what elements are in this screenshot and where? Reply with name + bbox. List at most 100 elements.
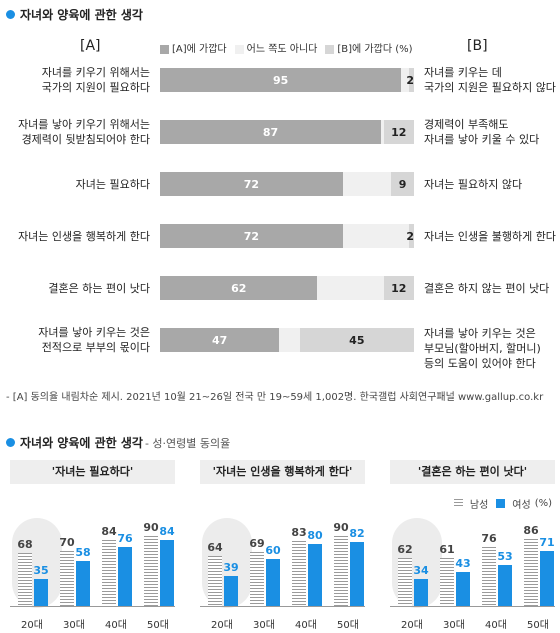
bar-label-b: 2 bbox=[406, 229, 414, 243]
female-value: 39 bbox=[223, 560, 239, 574]
row-b-text: 자녀는 필요하지 않다 bbox=[424, 177, 560, 192]
age-label: 20대 bbox=[401, 620, 423, 631]
row-b-line: 자녀는 인생을 불행하게 한다 bbox=[424, 229, 556, 243]
male-bar bbox=[60, 551, 74, 606]
male-value: 64 bbox=[207, 541, 223, 555]
female-value: 80 bbox=[307, 528, 323, 542]
row-a-text: 결혼은 하는 편이 낫다 bbox=[0, 281, 150, 296]
female-value: 58 bbox=[75, 545, 91, 559]
female-bar bbox=[34, 578, 48, 606]
legend-n-label: 어느 쪽도 아니다 bbox=[246, 44, 318, 55]
row-b-text: 자녀를 키우는 데 국가의 지원은 필요하지 않다 bbox=[424, 65, 560, 95]
legend-unit: (%) bbox=[395, 44, 413, 55]
female-bar bbox=[224, 575, 238, 606]
bar-label-a: 47 bbox=[212, 333, 228, 347]
section2-title-text: 자녀와 양육에 관한 생각 bbox=[20, 436, 143, 450]
female-bar bbox=[456, 572, 470, 606]
stacked-bar: 87 12 bbox=[160, 120, 414, 144]
row-b-line: 자녀를 키우는 데 bbox=[424, 66, 502, 79]
legend-n: 어느 쪽도 아니다 bbox=[234, 40, 318, 55]
section1-title: 자녀와 양육에 관한 생각 bbox=[6, 6, 143, 23]
legend-a-swatch-icon bbox=[160, 44, 169, 54]
row-a-text: 자녀를 낳아 키우는 것은 전적으로 부부의 몫이다 bbox=[0, 325, 150, 355]
row-b-line: 등의 도움이 있어야 한다 bbox=[424, 356, 536, 370]
female-bar bbox=[498, 564, 512, 606]
male-bar bbox=[482, 546, 496, 606]
male-bar bbox=[440, 558, 454, 606]
female-value: 60 bbox=[265, 544, 281, 558]
row-b-text: 경제력이 부족해도 자녀를 낳아 키울 수 있다 bbox=[424, 117, 560, 147]
legend-n-swatch-icon bbox=[234, 44, 244, 54]
age-label: 40대 bbox=[105, 620, 127, 631]
bar-label-b: 45 bbox=[349, 333, 365, 347]
bar-segment-neutral bbox=[380, 120, 384, 144]
female-value: 82 bbox=[349, 527, 365, 541]
row-a-text: 자녀는 필요하다 bbox=[0, 177, 150, 192]
bar-segment-a: 87 bbox=[160, 120, 381, 144]
bar-segment-neutral bbox=[317, 276, 384, 300]
male-value: 90 bbox=[143, 520, 159, 534]
panel-title: '결혼은 하는 편이 낫다' bbox=[390, 460, 555, 484]
female-value: 71 bbox=[539, 535, 555, 549]
legend-a-label: [A]에 가깝다 bbox=[172, 44, 227, 55]
bar-segment-b: 9 bbox=[391, 172, 414, 196]
age-label: 20대 bbox=[21, 620, 43, 631]
legend-gender: 남성 여성 (%) bbox=[453, 496, 552, 511]
legend-top: [A]에 가깝다 어느 쪽도 아니다 [B]에 가깝다 (%) bbox=[160, 40, 413, 55]
row-b-line: 결혼은 하지 않는 편이 낫다 bbox=[424, 281, 550, 295]
panel-baseline bbox=[200, 606, 365, 607]
legend-male-label: 남성 bbox=[469, 500, 489, 511]
bar-segment-b: 12 bbox=[383, 276, 414, 300]
row-b-line: 경제력이 부족해도 bbox=[424, 118, 509, 131]
row-a-line: 결혼은 하는 편이 낫다 bbox=[48, 281, 150, 295]
male-value: 86 bbox=[523, 523, 539, 537]
female-bar bbox=[350, 542, 364, 606]
panel-baseline bbox=[390, 606, 555, 607]
male-bar bbox=[292, 541, 306, 606]
stacked-bar: 72 9 bbox=[160, 172, 414, 196]
male-value: 76 bbox=[481, 531, 497, 545]
female-bar bbox=[540, 550, 554, 606]
bar-segment-a: 47 bbox=[160, 328, 280, 352]
female-value: 34 bbox=[413, 564, 429, 578]
age-label: 20대 bbox=[211, 620, 233, 631]
male-value: 83 bbox=[291, 526, 307, 540]
section2-subtitle: - 성·연령별 동의율 bbox=[144, 436, 231, 450]
bar-segment-b: 45 bbox=[299, 328, 414, 352]
bar-label-a: 95 bbox=[272, 73, 289, 87]
female-bar bbox=[118, 546, 132, 606]
legend-female-label: 여성 bbox=[512, 500, 531, 511]
bar-label-a: 72 bbox=[243, 177, 260, 191]
bar-segment-b: 12 bbox=[383, 120, 414, 144]
row-a-text: 자녀를 낳아 키우기 위해서는 경제력이 뒷받침되어야 한다 bbox=[0, 117, 150, 147]
legend-b: [B]에 가깝다 (%) bbox=[325, 40, 413, 55]
age-label: 40대 bbox=[485, 620, 507, 631]
male-bar bbox=[102, 540, 116, 606]
male-bar bbox=[144, 535, 158, 606]
stacked-bar: 72 2 bbox=[160, 224, 414, 248]
bar-segment-a: 62 bbox=[160, 276, 318, 300]
stacked-bar: 47 45 bbox=[160, 328, 414, 352]
bullet-dot-icon bbox=[6, 10, 15, 19]
row-a-line: 자녀를 낳아 키우는 것은 bbox=[38, 326, 150, 339]
female-bar bbox=[160, 540, 174, 606]
bar-label-a: 87 bbox=[262, 125, 279, 139]
row-a-line: 경제력이 뒷받침되어야 한다 bbox=[21, 133, 150, 146]
stacked-bar: 62 12 bbox=[160, 276, 414, 300]
bar-segment-a: 72 bbox=[160, 224, 343, 248]
column-a-header: [A] bbox=[80, 38, 101, 54]
age-label: 40대 bbox=[295, 620, 317, 631]
male-bar bbox=[18, 552, 32, 606]
male-value: 84 bbox=[101, 525, 117, 539]
male-bar bbox=[524, 538, 538, 606]
row-a-line: 자녀는 필요하다 bbox=[75, 177, 150, 191]
row-b-text: 자녀는 인생을 불행하게 한다 bbox=[424, 229, 560, 244]
female-value: 35 bbox=[33, 563, 49, 577]
bar-segment-neutral bbox=[279, 328, 300, 352]
section1-title-text: 자녀와 양육에 관한 생각 bbox=[20, 8, 143, 22]
legend-b-swatch-icon bbox=[325, 44, 335, 54]
row-b-line: 자녀는 필요하지 않다 bbox=[424, 177, 523, 191]
male-bar bbox=[208, 556, 222, 606]
male-value: 68 bbox=[17, 537, 33, 551]
male-bar bbox=[250, 552, 264, 606]
